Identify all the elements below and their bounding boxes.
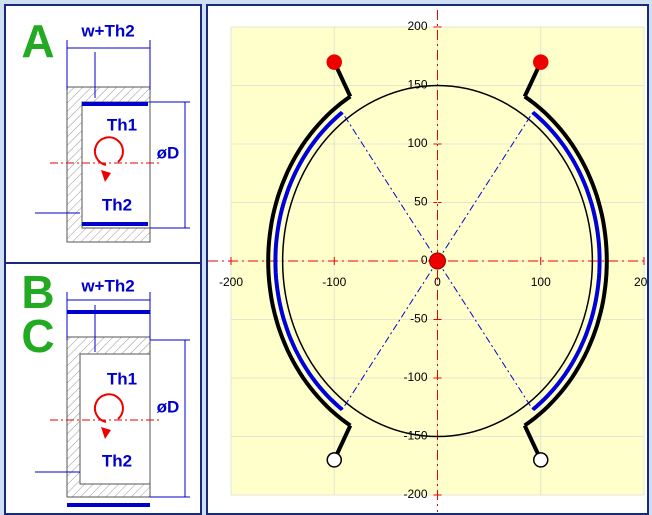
diameter-label: øD [157, 143, 180, 162]
pin [533, 54, 549, 70]
y-tick-label: -150 [403, 429, 427, 443]
diameter-label: øD [157, 397, 180, 416]
liner-arc [273, 110, 344, 412]
y-tick-label: 150 [407, 78, 427, 92]
th1-label: Th1 [107, 115, 137, 134]
center-dot [429, 252, 446, 270]
liner-arc [531, 110, 602, 412]
circle [281, 84, 594, 438]
y-tick-label: -200 [403, 487, 427, 501]
plot: -200 -150 -100 -50 0 50 100 150 200 -200 -100 0 100 2… [208, 10, 652, 512]
y-tick-label: -50 [410, 312, 428, 326]
diagram-bc: B C w+Th2 Th1 Th2 øD [21, 266, 190, 507]
y-tick-label: -100 [403, 370, 427, 384]
pin [326, 54, 342, 70]
label: C [21, 310, 54, 362]
width-label: w+Th2 [80, 21, 134, 40]
x-tick-label: 0 [434, 275, 441, 289]
pin [326, 452, 342, 468]
x-tick-label: -100 [322, 275, 346, 289]
pin [533, 452, 549, 468]
x-tick-label: 200 [634, 275, 652, 289]
label: B [21, 266, 54, 318]
diagram-a: A w+Th2 Th1 Th2 øD [21, 15, 190, 243]
x-tick-label: 100 [531, 275, 551, 289]
th2-label: Th2 [102, 195, 132, 214]
x-tick-label: -200 [219, 275, 243, 289]
th1-label: Th1 [107, 369, 137, 388]
y-tick-label: 50 [414, 195, 428, 209]
y-tick-label: 0 [421, 253, 428, 267]
y-tick-label: 200 [407, 19, 427, 33]
th2-label: Th2 [102, 451, 132, 470]
y-tick-label: 100 [407, 136, 427, 150]
width-label: w+Th2 [80, 276, 134, 295]
label: A [21, 15, 54, 67]
